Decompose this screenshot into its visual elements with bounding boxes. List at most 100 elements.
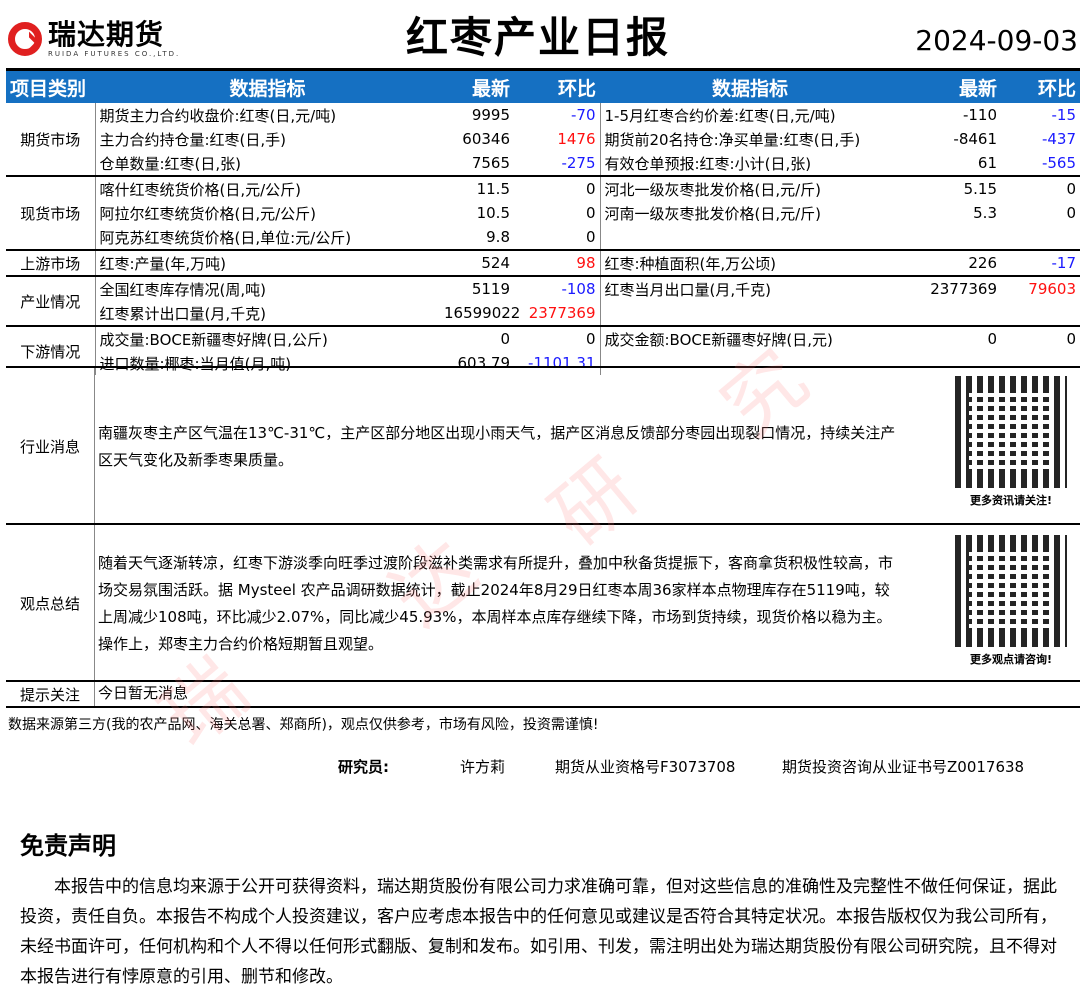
change-cell: -15 [1051,106,1077,124]
indicator-cell: 河北一级灰枣批发价格(日,元/斤) [600,175,900,201]
latest-cell: 9995 [471,106,510,124]
researcher-cert1: 期货从业资格号F3073708 [555,758,736,776]
latest-cell: 9.8 [486,228,510,246]
logo-icon [8,22,42,56]
change-cell: 0 [514,175,601,201]
category-cell: 上游市场 [6,249,96,276]
table-row: 仓单数量:红枣(日,张) 7565 -275 有效仓单预报:红枣:小计(日,张) 61 -… [6,151,1080,176]
indicator-cell: 红枣:种植面积(年,万公顷) [600,249,900,276]
indicator-cell: 成交量:BOCE新疆枣好牌(日,公斤) [95,325,440,351]
category-cell: 现货市场 [6,175,96,250]
change-cell [1001,301,1080,326]
table-row: 产业情况 全国红枣库存情况(周,吨) 5119 -108 红枣当月出口量(月,千克) 23… [6,275,1080,326]
hint-section: 提示关注 今日暂无消息 [6,680,1080,708]
indicator-cell: 进口数量:椰枣:当月值(月,吨) [99,354,292,373]
qr-code-icon [955,535,1067,647]
latest-cell: -110 [962,106,997,124]
qr-code-icon [955,376,1067,488]
latest-cell: 524 [440,249,514,276]
hint-text: 今日暂无消息 [98,684,189,702]
table-row: 期货市场 期货主力合约收盘价:红枣(日,元/吨) 9995 -70 1-5月红枣合约价差… [6,103,1080,176]
table-row: 阿拉尔红枣统货价格(日,元/公斤) 10.5 0 河南一级灰枣批发价格(日,元/斤) 5… [6,201,1080,225]
change-cell: 1476 [514,127,601,151]
news-section: 行业消息 南疆灰枣主产区气温在13℃-31℃，主产区部分地区出现小雨天气，据产区… [6,366,1080,525]
column-header: 项目类别 [6,68,95,103]
column-header: 环比 [1001,68,1080,103]
change-cell: 0 [1001,175,1080,201]
news-category: 行业消息 [6,368,95,525]
latest-cell: 16599022 [444,304,521,322]
news-text: 南疆灰枣主产区气温在13℃-31℃，主产区部分地区出现小雨天气，据产区消息反馈部… [98,424,896,469]
source-note: 数据来源第三方(我的农产品网、海关总署、郑商所)，观点仅供参考，市场有风险，投资… [8,717,599,733]
hint-category: 提示关注 [6,682,95,706]
latest-cell: 0 [900,325,1001,351]
latest-cell: 2377369 [900,275,1001,301]
view-category: 观点总结 [6,525,95,682]
latest-cell: 11.5 [440,175,514,201]
change-cell: 0 [514,325,601,351]
latest-cell [900,301,1001,326]
table-row: 红枣累计出口量(月,千克) 16599022 2377369 [6,301,1080,326]
change-cell: 0 [1066,204,1076,222]
change-cell: 79603 [1001,275,1080,301]
change-cell: -437 [1041,130,1076,148]
report-date: 2024-09-03 [915,24,1078,57]
indicator-cell: 成交金额:BOCE新疆枣好牌(日,元) [600,325,900,351]
company-logo: 瑞达期货 RUIDA FUTURES CO.,LTD. [8,20,180,58]
latest-cell: 5.15 [900,175,1001,201]
latest-cell: 5119 [440,275,514,301]
disclaimer-title: 免责声明 [20,832,116,860]
researcher-name: 许方莉 [460,758,506,776]
column-header: 最新 [900,68,1001,103]
latest-cell: 0 [440,325,514,351]
researcher-cert2: 期货投资咨询从业证书号Z0017638 [782,758,1025,776]
news-qr-caption: 更多资讯请关注! [969,494,1053,507]
indicator-cell: 1-5月红枣合约价差:红枣(日,元/吨) [604,106,836,125]
latest-cell: 226 [900,249,1001,276]
latest-cell [900,225,1001,250]
disclaimer-text: 本报告中的信息均来源于公开可获得资料，瑞达期货股份有限公司力求准确可靠，但对这些… [20,877,1057,987]
table-header: 项目类别 数据指标 最新 环比 数据指标 最新 环比 [6,68,1080,103]
column-header: 数据指标 [95,68,440,103]
indicator-cell: 期货主力合约收盘价:红枣(日,元/吨) [99,106,337,125]
change-cell: -70 [514,103,601,127]
researcher-label: 研究员: [338,758,389,776]
table-row: 上游市场 红枣:产量(年,万吨) 524 98 红枣:种植面积(年,万公顷) 226 -17 [6,249,1080,276]
indicator-cell [600,225,900,250]
indicator-cell: 仓单数量:红枣(日,张) [99,154,242,173]
change-cell: -275 [514,151,601,176]
indicator-cell: 红枣当月出口量(月,千克) [600,275,900,301]
change-cell: 98 [514,249,601,276]
indicator-cell: 期货前20名持仓:净买单量:红枣(日,手) [604,130,861,149]
category-cell: 期货市场 [6,103,96,176]
indicator-cell: 主力合约持仓量:红枣(日,手) [99,130,287,149]
table-row: 阿克苏红枣统货价格(日,单位:元/公斤) 9.8 0 [6,225,1080,250]
view-section: 观点总结 随着天气逐渐转凉，红枣下游淡季向旺季过渡阶段滋补类需求有所提升，叠加中… [6,523,1080,682]
indicator-cell: 河南一级灰枣批发价格(日,元/斤) [604,204,822,223]
view-qr: 更多观点请咨询! [952,535,1070,667]
indicator-cell: 喀什红枣统货价格(日,元/公斤) [95,175,440,201]
column-header: 数据指标 [600,68,900,103]
change-cell: -565 [1041,154,1076,172]
table-row: 现货市场 喀什红枣统货价格(日,元/公斤) 11.5 0 河北一级灰枣批发价格(日,元/… [6,175,1080,250]
change-cell: -108 [514,275,601,301]
latest-cell: 5.3 [973,204,997,222]
column-header: 最新 [440,68,514,103]
column-header: 环比 [514,68,600,103]
change-cell: 2377369 [514,301,601,326]
indicator-cell: 有效仓单预报:红枣:小计(日,张) [604,154,812,173]
view-qr-caption: 更多观点请咨询! [969,653,1053,666]
indicator-cell: 红枣:产量(年,万吨) [95,249,440,276]
indicator-cell: 全国红枣库存情况(周,吨) [95,275,440,301]
change-cell: -17 [1001,249,1080,276]
latest-cell: -8461 [953,130,997,148]
latest-cell: 7565 [471,154,510,172]
table-row: 下游情况 成交量:BOCE新疆枣好牌(日,公斤) 0 0 成交金额:BOCE新疆枣好牌(… [6,325,1080,375]
data-table: 项目类别 数据指标 最新 环比 数据指标 最新 环比 期货市场 期货主力合约收盘价:红枣(日,… [6,68,1080,375]
table-row: 主力合约持仓量:红枣(日,手) 60346 1476 期货前20名持仓:净买单量:红枣… [6,127,1080,151]
category-cell: 产业情况 [6,275,96,326]
change-cell: 0 [1001,325,1080,351]
news-qr: 更多资讯请关注! [952,376,1070,508]
logo-text: 瑞达期货 [48,18,165,51]
